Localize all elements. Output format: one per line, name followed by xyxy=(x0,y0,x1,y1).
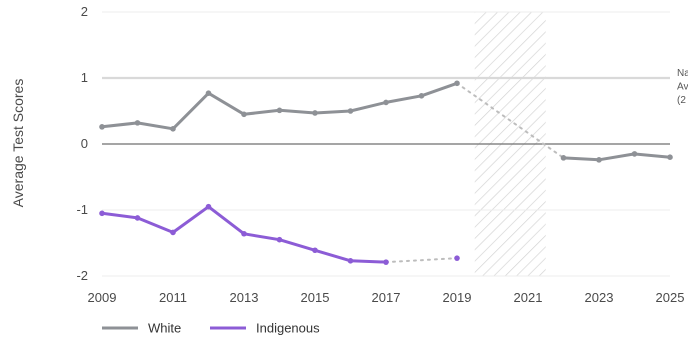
x-tick-label: 2017 xyxy=(372,290,401,305)
x-tick-label: 2023 xyxy=(585,290,614,305)
y-tick-label: 2 xyxy=(81,4,88,19)
data-point xyxy=(170,126,176,132)
series-gap-dotted xyxy=(456,82,565,159)
x-tick-label: 2009 xyxy=(88,290,117,305)
gridlines xyxy=(102,11,670,277)
y-tick-label: 1 xyxy=(81,70,88,85)
data-point xyxy=(347,108,354,114)
data-point xyxy=(454,80,460,87)
x-tick-label: 2015 xyxy=(301,290,330,305)
legend-item-indigenous: Indigenous xyxy=(210,321,320,336)
data-point xyxy=(454,255,460,261)
series-lines xyxy=(99,80,673,265)
data-point xyxy=(134,120,141,126)
legend-item-white: White xyxy=(102,321,181,336)
reference-annotation-line: Av xyxy=(677,82,688,93)
y-tick-labels: 2 1 0 -1 -2 xyxy=(76,4,88,283)
y-axis-title: Average Test Scores xyxy=(10,79,26,208)
data-point xyxy=(276,236,283,243)
data-point xyxy=(596,157,602,163)
data-point xyxy=(560,155,567,161)
data-point xyxy=(99,210,105,217)
data-point xyxy=(170,229,176,236)
data-point xyxy=(99,124,105,130)
reference-annotation-line: (2 xyxy=(677,95,686,106)
data-point xyxy=(383,99,389,106)
series-line-solid xyxy=(100,81,459,131)
reference-annotation: Na Av (2 xyxy=(677,68,688,106)
series-gap-dotted xyxy=(385,257,458,264)
y-tick-label: -1 xyxy=(76,202,88,217)
reference-annotation-line: Na xyxy=(677,68,688,79)
x-tick-label: 2019 xyxy=(443,290,472,305)
x-tick-label: 2025 xyxy=(656,290,685,305)
data-point xyxy=(241,230,247,237)
data-point xyxy=(205,203,212,210)
y-tick-label: 0 xyxy=(81,136,88,151)
data-point xyxy=(205,90,212,96)
x-tick-labels: 2009 2011 2013 2015 2017 2019 2021 2023 2025 xyxy=(88,290,685,305)
data-point xyxy=(418,93,425,99)
data-point xyxy=(276,107,283,114)
x-tick-label: 2021 xyxy=(514,290,543,305)
data-point xyxy=(631,151,638,157)
x-tick-label: 2013 xyxy=(230,290,259,305)
data-point xyxy=(667,154,673,160)
y-tick-label: -2 xyxy=(76,268,88,283)
data-point xyxy=(347,258,354,264)
series-indigenous xyxy=(99,203,460,265)
x-tick-label: 2011 xyxy=(159,290,187,305)
series-white xyxy=(99,80,673,163)
data-point xyxy=(134,215,141,221)
legend-label: Indigenous xyxy=(256,321,320,336)
data-point xyxy=(241,111,247,118)
legend-label: White xyxy=(148,321,181,336)
data-point xyxy=(312,247,318,254)
data-point xyxy=(383,259,389,265)
data-point xyxy=(312,110,318,116)
legend: White Indigenous xyxy=(102,321,320,336)
series-line-solid xyxy=(562,152,672,162)
